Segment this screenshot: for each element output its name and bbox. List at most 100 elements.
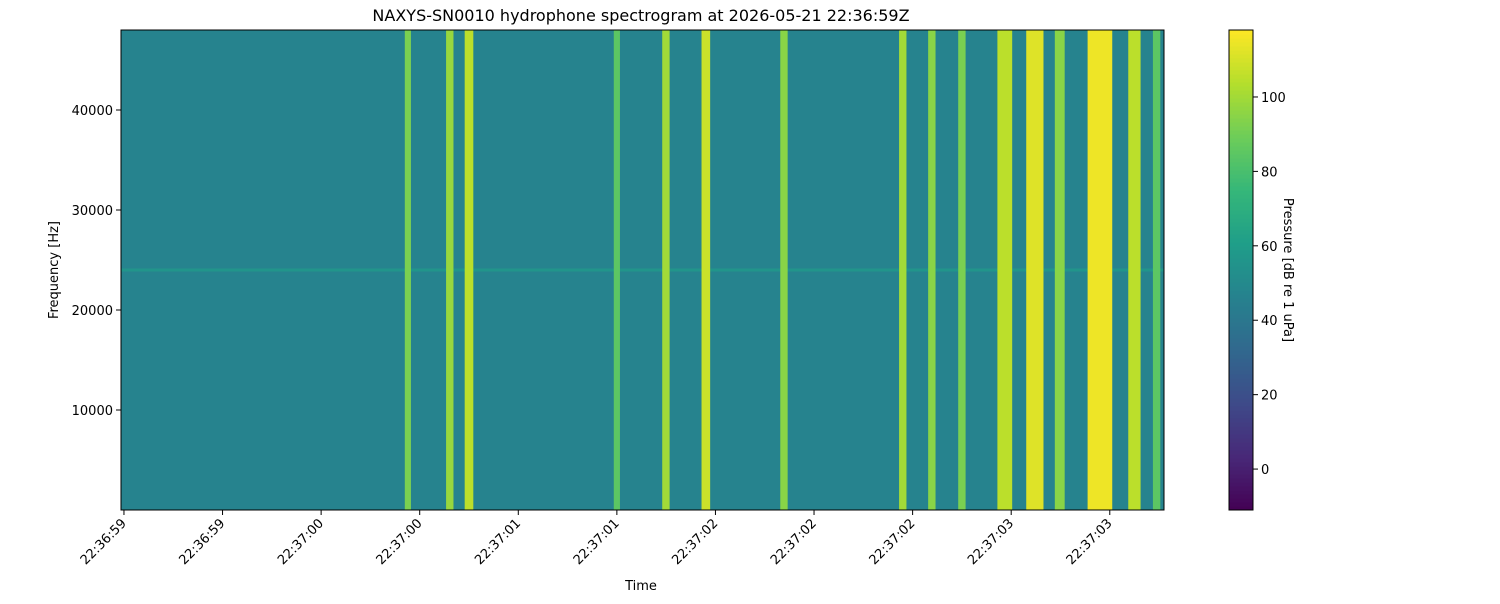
colorbar-tick-label: 0 [1261,463,1269,478]
colorbar-segment [1229,154,1253,159]
colorbar-segment [1229,454,1253,459]
band [1026,30,1044,510]
colorbar-segment [1229,318,1253,323]
band [613,30,620,510]
x-tick-label: 22:37:01 [472,516,524,568]
colorbar-segment [1229,442,1253,447]
colorbar-segment [1229,114,1253,119]
colorbar-segment [1229,66,1253,71]
colorbar-segment [1229,170,1253,175]
chart-title: NAXYS-SN0010 hydrophone spectrogram at 2… [372,6,909,25]
x-tick-label: 22:37:00 [275,516,327,568]
colorbar-segment [1229,138,1253,143]
colorbar-segment [1229,34,1253,39]
colorbar-segment [1229,186,1253,191]
colorbar-segment [1229,86,1253,91]
colorbar-segment [1229,82,1253,87]
colorbar-segment [1229,122,1253,127]
colorbar-segment [1229,326,1253,331]
colorbar-segment [1229,290,1253,295]
colorbar-segment [1229,410,1253,415]
band [701,30,711,510]
colorbar-segment [1229,286,1253,291]
colorbar-segment [1229,470,1253,475]
colorbar-segment [1229,258,1253,263]
colorbar-segment [1229,498,1253,503]
colorbar-segment [1229,342,1253,347]
colorbar-segment [1229,118,1253,123]
colorbar-segment [1229,94,1253,99]
colorbar-segment [1229,62,1253,67]
colorbar-segment [1229,386,1253,391]
band [1087,30,1113,510]
colorbar-segment [1229,294,1253,299]
x-tick-label: 22:37:03 [1064,516,1116,568]
colorbar-segment [1229,142,1253,147]
colorbar-segment [1229,378,1253,383]
colorbar-segment [1229,450,1253,455]
colorbar-segment [1229,346,1253,351]
colorbar-segment [1229,274,1253,279]
band [464,30,474,510]
colorbar-segment [1229,282,1253,287]
colorbar-segment [1229,262,1253,267]
colorbar-segment [1229,422,1253,427]
colorbar-segment [1229,406,1253,411]
colorbar-segment [1229,302,1253,307]
x-tick-label: 22:37:01 [571,516,623,568]
colorbar-segment [1229,246,1253,251]
colorbar-segment [1229,278,1253,283]
band [1152,30,1161,510]
band [1128,30,1141,510]
colorbar-segment [1229,38,1253,43]
colorbar-segment [1229,270,1253,275]
plot-frame [120,29,1165,511]
colorbar-segment [1229,370,1253,375]
colorbar-segment [1229,398,1253,403]
y-tick-label: 30000 [72,204,113,219]
x-tick-label: 22:37:03 [965,516,1017,568]
colorbar-tick-label: 40 [1261,314,1278,329]
colorbar-segment [1229,306,1253,311]
x-tick-label: 22:37:02 [669,516,721,568]
colorbar-segment [1229,490,1253,495]
colorbar-segment [1229,230,1253,235]
colorbar-segment [1229,226,1253,231]
colorbar-segment [1229,446,1253,451]
band [780,30,788,510]
x-tick-label: 22:37:02 [867,516,919,568]
colorbar-tick-label: 100 [1261,91,1286,106]
colorbar-segment [1229,110,1253,115]
colorbar-segment [1229,54,1253,59]
colorbar-segment [1229,394,1253,399]
y-axis-label: Frequency [Hz] [47,221,62,319]
band [928,30,936,510]
band [1054,30,1065,510]
colorbar-segment [1229,358,1253,363]
colorbar-segment [1229,126,1253,131]
colorbar-segment [1229,218,1253,223]
colorbar-segment [1229,338,1253,343]
band [446,30,454,510]
colorbar-segment [1229,178,1253,183]
colorbar-segment [1229,462,1253,467]
colorbar-segment [1229,90,1253,95]
colorbar-segment [1229,150,1253,155]
colorbar-segment [1229,234,1253,239]
colorbar-label: Pressure [dB re 1 uPa] [1280,198,1295,342]
band [997,30,1013,510]
colorbar-frame [1228,29,1254,511]
colorbar-segment [1229,298,1253,303]
colorbar-segment [1229,478,1253,483]
colorbar-segment [1229,206,1253,211]
colorbar-segment [1229,70,1253,75]
colorbar-segment [1229,482,1253,487]
colorbar-segment [1229,58,1253,63]
colorbar-tick-label: 80 [1261,165,1278,180]
colorbar-segment [1229,418,1253,423]
colorbar-segment [1229,98,1253,103]
colorbar-segment [1229,198,1253,203]
colorbar-segment [1229,314,1253,319]
tone-line [121,268,1164,272]
x-axis-label: Time [624,579,657,594]
